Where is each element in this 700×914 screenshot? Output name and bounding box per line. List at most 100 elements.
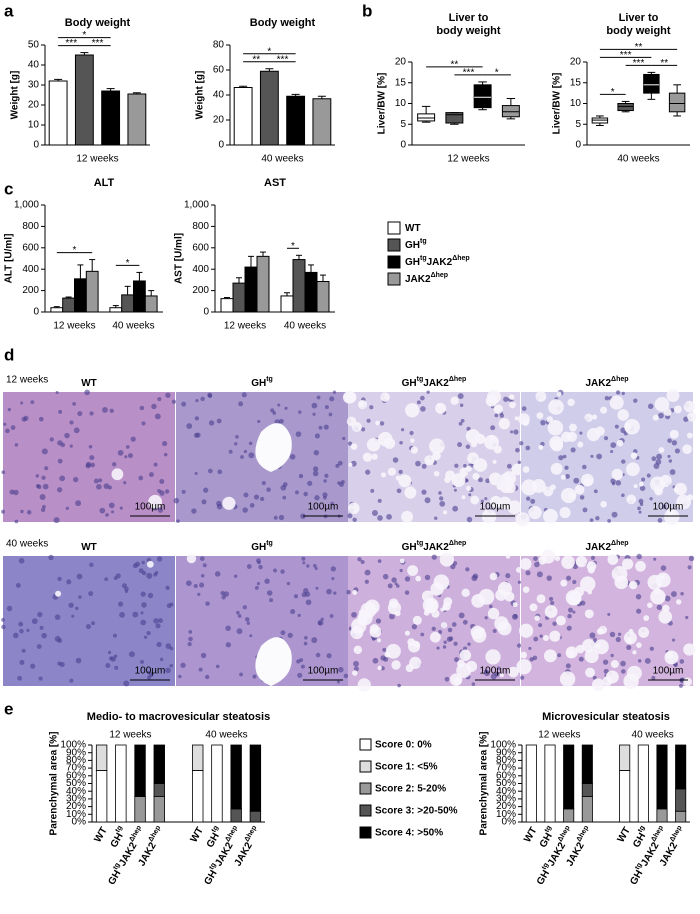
bar-segment — [211, 744, 223, 823]
vacuole — [581, 639, 596, 653]
nucleus — [286, 581, 291, 586]
vacuole — [371, 453, 378, 460]
superscript: Δhep — [244, 825, 259, 844]
nucleus — [208, 420, 215, 426]
vacuole — [430, 582, 444, 596]
vacuole — [485, 395, 498, 407]
bar-segment — [230, 744, 242, 810]
vacuole — [498, 418, 510, 430]
vacuole — [399, 558, 405, 564]
vacuole — [614, 575, 629, 590]
nucleus — [453, 488, 457, 492]
column-header: WT — [81, 542, 97, 553]
nucleus — [392, 457, 399, 463]
legend-label: Score 4: >50% — [375, 828, 443, 839]
nucleus — [202, 563, 207, 568]
legend-label: Score 1: <5% — [375, 762, 438, 773]
nucleus — [398, 469, 403, 475]
name-part: GH — [538, 831, 555, 849]
nucleus — [396, 584, 400, 588]
nucleus — [517, 460, 521, 465]
nucleus — [346, 589, 351, 595]
vacuole — [643, 615, 650, 621]
vacuole — [673, 486, 680, 493]
nucleus — [338, 667, 344, 673]
bar — [133, 280, 146, 313]
vacuole — [507, 666, 519, 678]
vacuole — [592, 678, 605, 691]
nucleus — [446, 636, 453, 642]
vacuole — [561, 431, 572, 443]
name-part: GH — [405, 257, 420, 268]
name-part: GH — [535, 868, 552, 886]
nucleus — [19, 659, 25, 665]
vacuole — [461, 495, 466, 500]
nucleus — [277, 403, 281, 407]
superscript: tg — [211, 825, 220, 834]
nucleus — [521, 406, 527, 411]
vacuole — [662, 604, 670, 613]
y-tick-label: 200 — [192, 285, 209, 296]
nucleus — [565, 663, 571, 669]
vacuole — [647, 602, 653, 608]
nucleus — [336, 680, 340, 684]
nucleus — [205, 601, 210, 606]
nucleus — [117, 601, 124, 607]
panel-letter: c — [4, 179, 13, 198]
nucleus — [471, 682, 476, 686]
nucleus — [185, 580, 192, 587]
nucleus — [278, 514, 285, 521]
nucleus — [409, 430, 414, 436]
nucleus — [459, 403, 464, 408]
superscript: Δhep — [148, 825, 163, 844]
bar — [220, 298, 234, 313]
y-tick-label: 15 — [570, 77, 582, 88]
nucleus — [391, 577, 397, 583]
nucleus — [579, 431, 583, 435]
nucleus — [10, 425, 16, 430]
name-part: JAK2 — [657, 840, 680, 868]
bar — [259, 70, 279, 146]
nucleus — [533, 636, 539, 642]
vacuole — [146, 560, 154, 568]
nucleus — [200, 574, 205, 578]
vacuole — [497, 621, 512, 636]
name-part: JAK2 — [564, 840, 587, 868]
nucleus — [315, 652, 321, 658]
legend-label: JAK2Δhep — [405, 272, 448, 284]
vacuole — [610, 660, 619, 669]
nucleus — [19, 628, 24, 634]
nucleus — [39, 625, 44, 630]
nucleus — [662, 504, 667, 509]
superscript: tg — [417, 376, 424, 383]
nucleus — [303, 641, 308, 646]
nucleus — [610, 442, 617, 449]
nucleus — [667, 454, 671, 459]
name-part: GH — [405, 240, 420, 251]
nucleus — [366, 418, 371, 423]
y-axis-label: Weight [g] — [10, 71, 21, 120]
vacuole — [560, 579, 568, 587]
y-tick-label: 30 — [28, 80, 40, 91]
superscript: tg — [544, 825, 553, 834]
nucleus — [139, 659, 145, 664]
nucleus — [186, 423, 193, 429]
vacuole — [515, 512, 530, 527]
bar — [62, 297, 76, 313]
group-label: 40 weeks — [205, 730, 247, 741]
vacuole — [356, 614, 368, 626]
nucleus — [207, 468, 213, 474]
y-tick-label: 60% — [496, 770, 516, 781]
vacuole — [404, 486, 417, 499]
vacuole — [407, 638, 416, 647]
bar-segment — [249, 744, 262, 812]
vacuole — [522, 466, 530, 473]
nucleus — [37, 611, 43, 618]
vacuole — [380, 392, 390, 402]
nucleus — [615, 480, 622, 486]
vacuole — [633, 484, 638, 489]
micrograph — [342, 389, 524, 524]
nucleus — [671, 440, 678, 446]
nucleus — [68, 602, 74, 608]
vacuole — [546, 416, 553, 423]
